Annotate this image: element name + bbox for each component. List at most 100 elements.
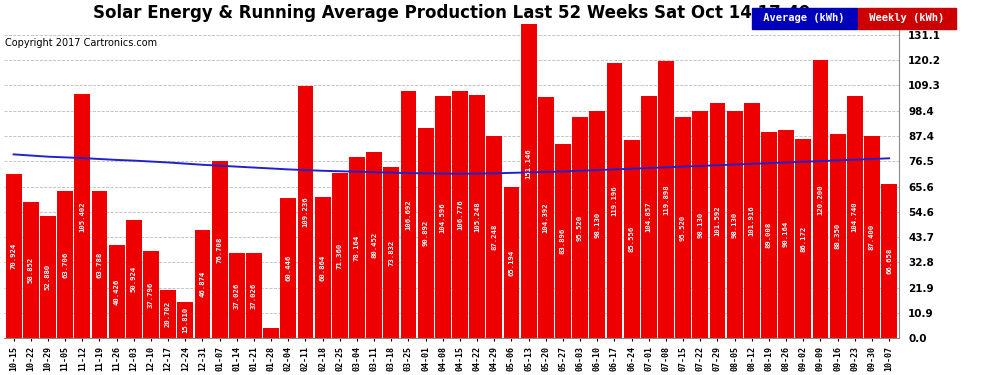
Bar [315,198,331,338]
Text: 90.164: 90.164 [783,221,789,247]
Text: 95.520: 95.520 [680,214,686,241]
Text: 101.916: 101.916 [748,205,754,236]
Bar [504,188,520,338]
Bar [229,253,245,338]
Bar [401,92,417,338]
Text: 119.196: 119.196 [612,185,618,216]
Bar [263,328,279,338]
Text: 70.924: 70.924 [11,243,17,269]
Text: 73.832: 73.832 [388,240,394,266]
Bar [40,216,55,338]
Bar [658,61,674,338]
Text: 40.426: 40.426 [114,278,120,304]
Text: 20.702: 20.702 [165,301,171,327]
Text: 98.130: 98.130 [594,211,600,238]
Text: 104.392: 104.392 [543,202,548,233]
Text: 88.350: 88.350 [835,223,841,249]
Bar [486,136,502,338]
Text: 46.874: 46.874 [199,271,206,297]
Bar [864,136,880,338]
Text: 37.026: 37.026 [234,282,240,309]
Text: 109.236: 109.236 [303,196,309,227]
Bar [589,111,605,338]
Text: Copyright 2017 Cartronics.com: Copyright 2017 Cartronics.com [5,38,157,48]
Text: 106.692: 106.692 [406,200,412,230]
Bar [452,91,468,338]
Bar [521,0,537,338]
Text: 85.556: 85.556 [629,226,635,252]
Bar [23,202,39,338]
Text: 89.008: 89.008 [766,222,772,248]
Bar [743,102,759,338]
Title: Solar Energy & Running Average Production Last 52 Weeks Sat Oct 14 17:49: Solar Energy & Running Average Productio… [92,4,810,22]
Bar [160,290,176,338]
Text: 104.596: 104.596 [440,202,446,232]
Bar [6,174,22,338]
Text: 105.248: 105.248 [474,201,480,232]
Bar [332,173,347,338]
Bar [795,139,811,338]
Bar [641,96,656,338]
Bar [881,184,897,338]
Text: 104.857: 104.857 [645,202,651,232]
Bar [298,86,314,338]
Text: 65.194: 65.194 [509,250,515,276]
Text: 105.402: 105.402 [79,201,85,232]
Bar [846,96,862,338]
Bar [143,251,158,338]
Text: 58.852: 58.852 [28,257,34,283]
Text: 60.446: 60.446 [285,255,291,281]
Text: Average (kWh): Average (kWh) [757,13,851,23]
Bar [813,60,829,338]
Bar [383,168,399,338]
Text: 52.880: 52.880 [45,264,50,290]
Text: 76.708: 76.708 [217,236,223,262]
Text: 151.146: 151.146 [526,148,532,179]
Bar [435,96,450,338]
Text: 90.892: 90.892 [423,220,429,246]
Text: 119.898: 119.898 [663,184,669,215]
Bar [607,63,623,338]
Bar [126,220,142,338]
Text: 78.164: 78.164 [354,235,360,261]
Bar [212,161,228,338]
Text: 66.658: 66.658 [886,248,892,274]
Text: 37.026: 37.026 [250,282,257,309]
Text: 37.796: 37.796 [148,281,153,308]
Bar [109,245,125,338]
Bar [675,117,691,338]
Text: 71.360: 71.360 [337,243,343,269]
Text: 95.520: 95.520 [577,214,583,241]
Text: 98.130: 98.130 [697,211,703,238]
Text: 106.776: 106.776 [457,200,463,230]
Bar [247,253,261,338]
Bar [727,111,742,338]
Text: 15.810: 15.810 [182,307,188,333]
Bar [710,103,726,338]
Text: 80.452: 80.452 [371,232,377,258]
Bar [74,94,90,338]
Text: 86.172: 86.172 [800,225,806,252]
Bar [555,144,571,338]
Text: 87.400: 87.400 [869,224,875,250]
Bar [91,191,107,338]
Text: 50.924: 50.924 [131,266,137,292]
Text: 101.592: 101.592 [715,206,721,236]
Bar [469,95,485,338]
Bar [195,230,210,338]
Bar [366,152,382,338]
Bar [761,132,777,338]
Bar [57,191,73,338]
Bar [177,302,193,338]
Bar [418,128,434,338]
Text: 63.788: 63.788 [96,251,102,278]
Bar [830,134,845,338]
Text: 63.706: 63.706 [62,251,68,278]
Bar [692,111,708,338]
Text: 60.864: 60.864 [320,255,326,281]
Text: 104.740: 104.740 [851,202,857,232]
Bar [538,97,553,338]
Text: Weekly (kWh): Weekly (kWh) [863,13,950,23]
Bar [778,130,794,338]
Bar [572,117,588,338]
